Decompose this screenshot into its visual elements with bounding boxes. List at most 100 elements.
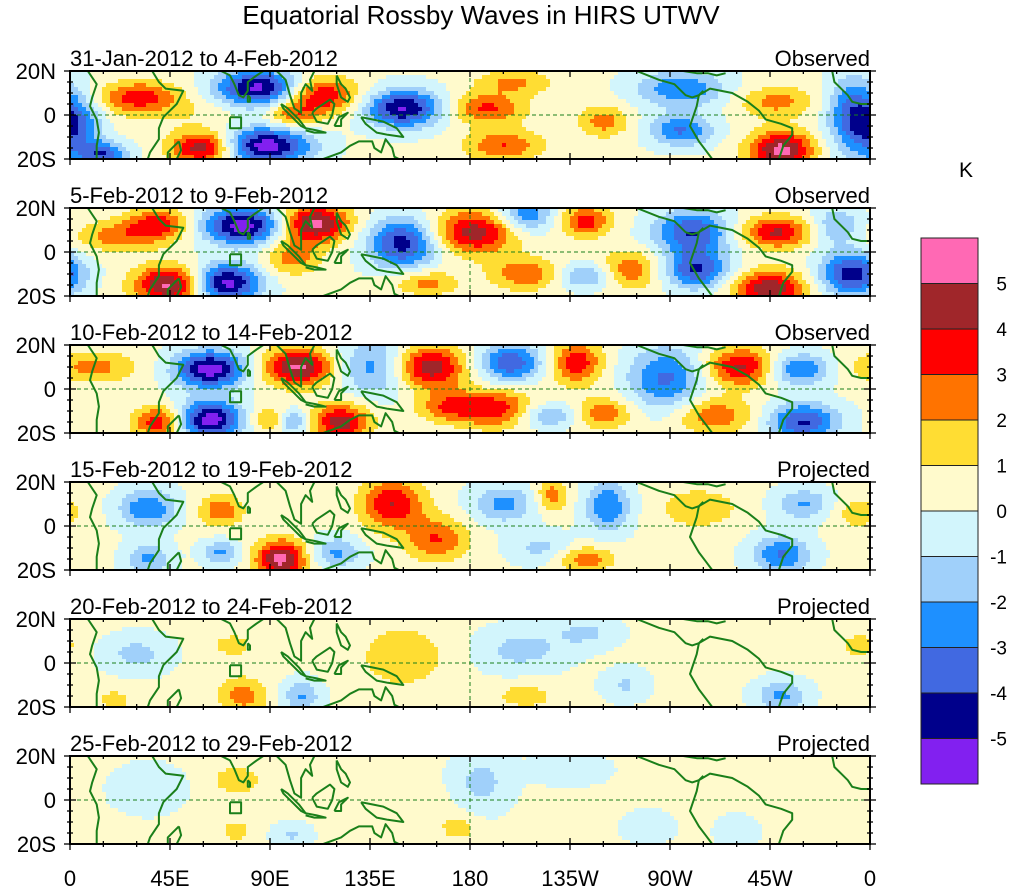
field-cell	[618, 482, 639, 487]
field-cell	[378, 232, 387, 237]
field-cell	[194, 421, 203, 426]
field-cell	[246, 421, 251, 426]
field-cell	[470, 538, 499, 543]
field-cell	[614, 558, 735, 563]
field-cell	[246, 135, 259, 140]
field-cell	[646, 667, 870, 672]
field-cell	[354, 228, 363, 233]
field-cell	[410, 510, 423, 515]
field-cell	[410, 377, 423, 382]
field-cell	[406, 514, 427, 519]
field-cell	[790, 361, 815, 366]
field-cell	[70, 345, 163, 350]
field-cell	[458, 804, 515, 809]
field-cell	[546, 345, 555, 350]
field-cell	[562, 369, 571, 374]
field-cell	[494, 530, 635, 535]
field-cell	[670, 514, 731, 519]
sulawesi-outline	[333, 111, 349, 127]
field-cell	[314, 83, 343, 88]
field-cell	[782, 361, 791, 366]
field-cell	[402, 288, 455, 293]
sumatra-outline	[280, 377, 307, 404]
field-cell	[286, 212, 295, 217]
field-cell	[314, 687, 331, 692]
field-cell	[458, 115, 475, 120]
field-cell	[382, 482, 403, 487]
field-cell	[90, 103, 99, 108]
field-cell	[94, 659, 127, 664]
field-cell	[286, 228, 291, 233]
field-cell	[262, 139, 275, 144]
field-cell	[198, 276, 203, 281]
field-cell	[442, 780, 467, 785]
field-cell	[590, 385, 615, 390]
field-cell	[574, 522, 595, 527]
field-cell	[778, 107, 807, 112]
field-cell	[854, 401, 870, 406]
field-cell	[262, 83, 275, 88]
field-cell	[506, 639, 547, 644]
field-cell	[490, 280, 515, 285]
field-cell	[594, 208, 611, 213]
field-cell	[70, 83, 75, 88]
field-cell	[70, 95, 79, 100]
field-cell	[466, 780, 499, 785]
field-cell	[370, 87, 387, 92]
field-cell	[190, 796, 451, 801]
field-cell	[838, 498, 870, 503]
field-cell	[546, 353, 555, 358]
field-cell	[218, 421, 227, 426]
field-cell	[378, 252, 387, 257]
field-cell	[186, 800, 455, 805]
field-cell	[558, 494, 567, 499]
field-cell	[506, 228, 511, 233]
field-cell	[522, 119, 579, 124]
field-cell	[430, 236, 435, 241]
field-cell	[826, 111, 835, 116]
field-cell	[286, 79, 295, 84]
field-cell	[450, 756, 523, 761]
field-cell	[734, 546, 755, 551]
field-cell	[86, 119, 95, 124]
field-cell	[338, 228, 347, 233]
field-cell	[206, 353, 215, 358]
field-cell	[234, 349, 251, 354]
philippines-outline	[335, 348, 351, 377]
field-cell	[210, 558, 231, 563]
field-cell	[482, 671, 563, 676]
field-cell	[154, 377, 171, 382]
field-cell	[858, 373, 870, 378]
field-cell	[550, 643, 623, 648]
field-cell	[502, 413, 515, 418]
field-cell	[766, 381, 779, 386]
field-cell	[106, 796, 191, 801]
field-cell	[562, 280, 571, 285]
field-cell	[274, 385, 323, 390]
field-cell	[738, 87, 763, 92]
field-cell	[122, 647, 151, 652]
field-cell	[466, 103, 483, 108]
field-cell	[226, 828, 247, 833]
field-cell	[266, 542, 295, 547]
field-cell	[826, 268, 835, 273]
field-cell	[606, 232, 631, 237]
field-cell	[546, 357, 555, 362]
field-cell	[70, 87, 79, 92]
field-cell	[706, 83, 723, 88]
field-cell	[614, 373, 627, 378]
field-cell	[238, 635, 379, 640]
field-cell	[618, 820, 679, 825]
field-cell	[182, 768, 227, 773]
se-asia-outline	[275, 482, 316, 525]
field-cell	[582, 413, 591, 418]
field-cell	[742, 280, 751, 285]
field-cell	[506, 232, 515, 237]
field-cell	[502, 695, 547, 700]
field-cell	[322, 554, 335, 559]
field-cell	[90, 276, 103, 281]
field-cell	[598, 671, 651, 676]
field-cell	[194, 228, 199, 233]
field-cell	[526, 349, 539, 354]
